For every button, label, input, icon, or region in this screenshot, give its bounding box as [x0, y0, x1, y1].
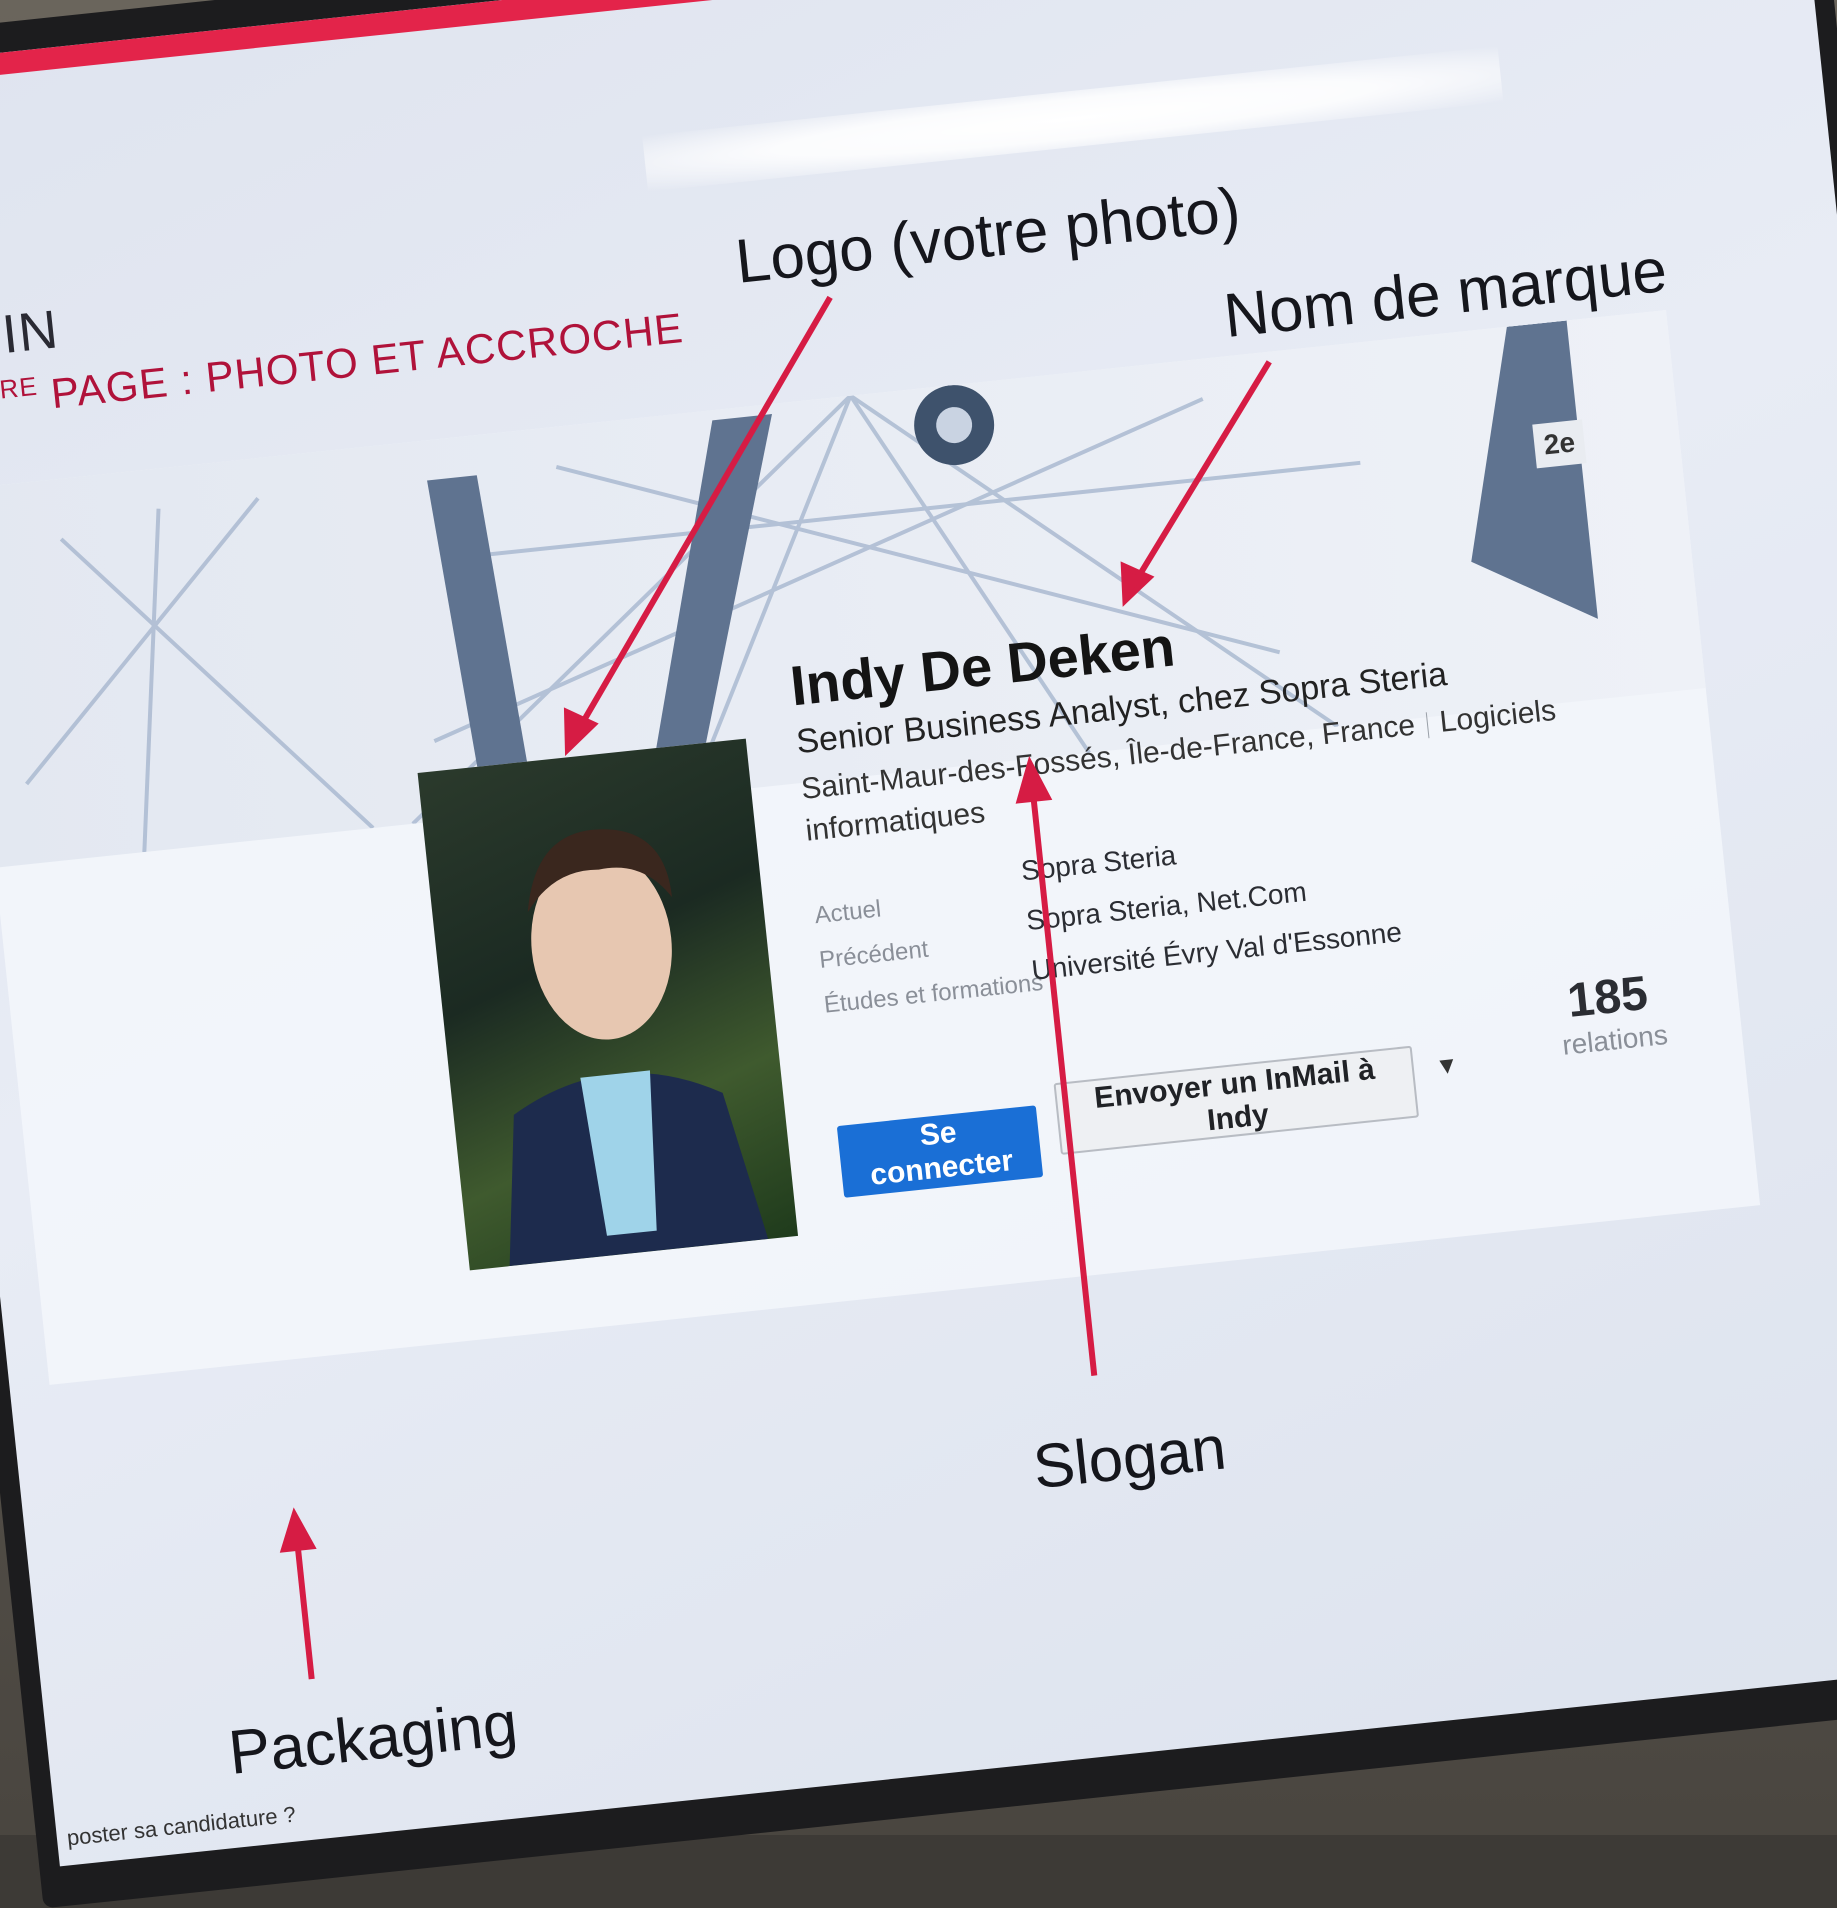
tv-screen: ED IN E 1ÈRE PAGE : PHOTO ET ACCROCHE: [0, 0, 1837, 1867]
arrow-packaging: [293, 1529, 315, 1680]
profile-banner: [0, 310, 1706, 868]
person-portrait: [509, 829, 769, 1267]
profile-photo[interactable]: [417, 738, 799, 1271]
banner-wheel-graphic: [25, 320, 1598, 853]
arrow-slogan: [1028, 778, 1098, 1376]
arrow-brand-name: [1129, 360, 1272, 589]
arrow-logo: [572, 295, 833, 738]
annotation-arrows: [279, 295, 1272, 1680]
